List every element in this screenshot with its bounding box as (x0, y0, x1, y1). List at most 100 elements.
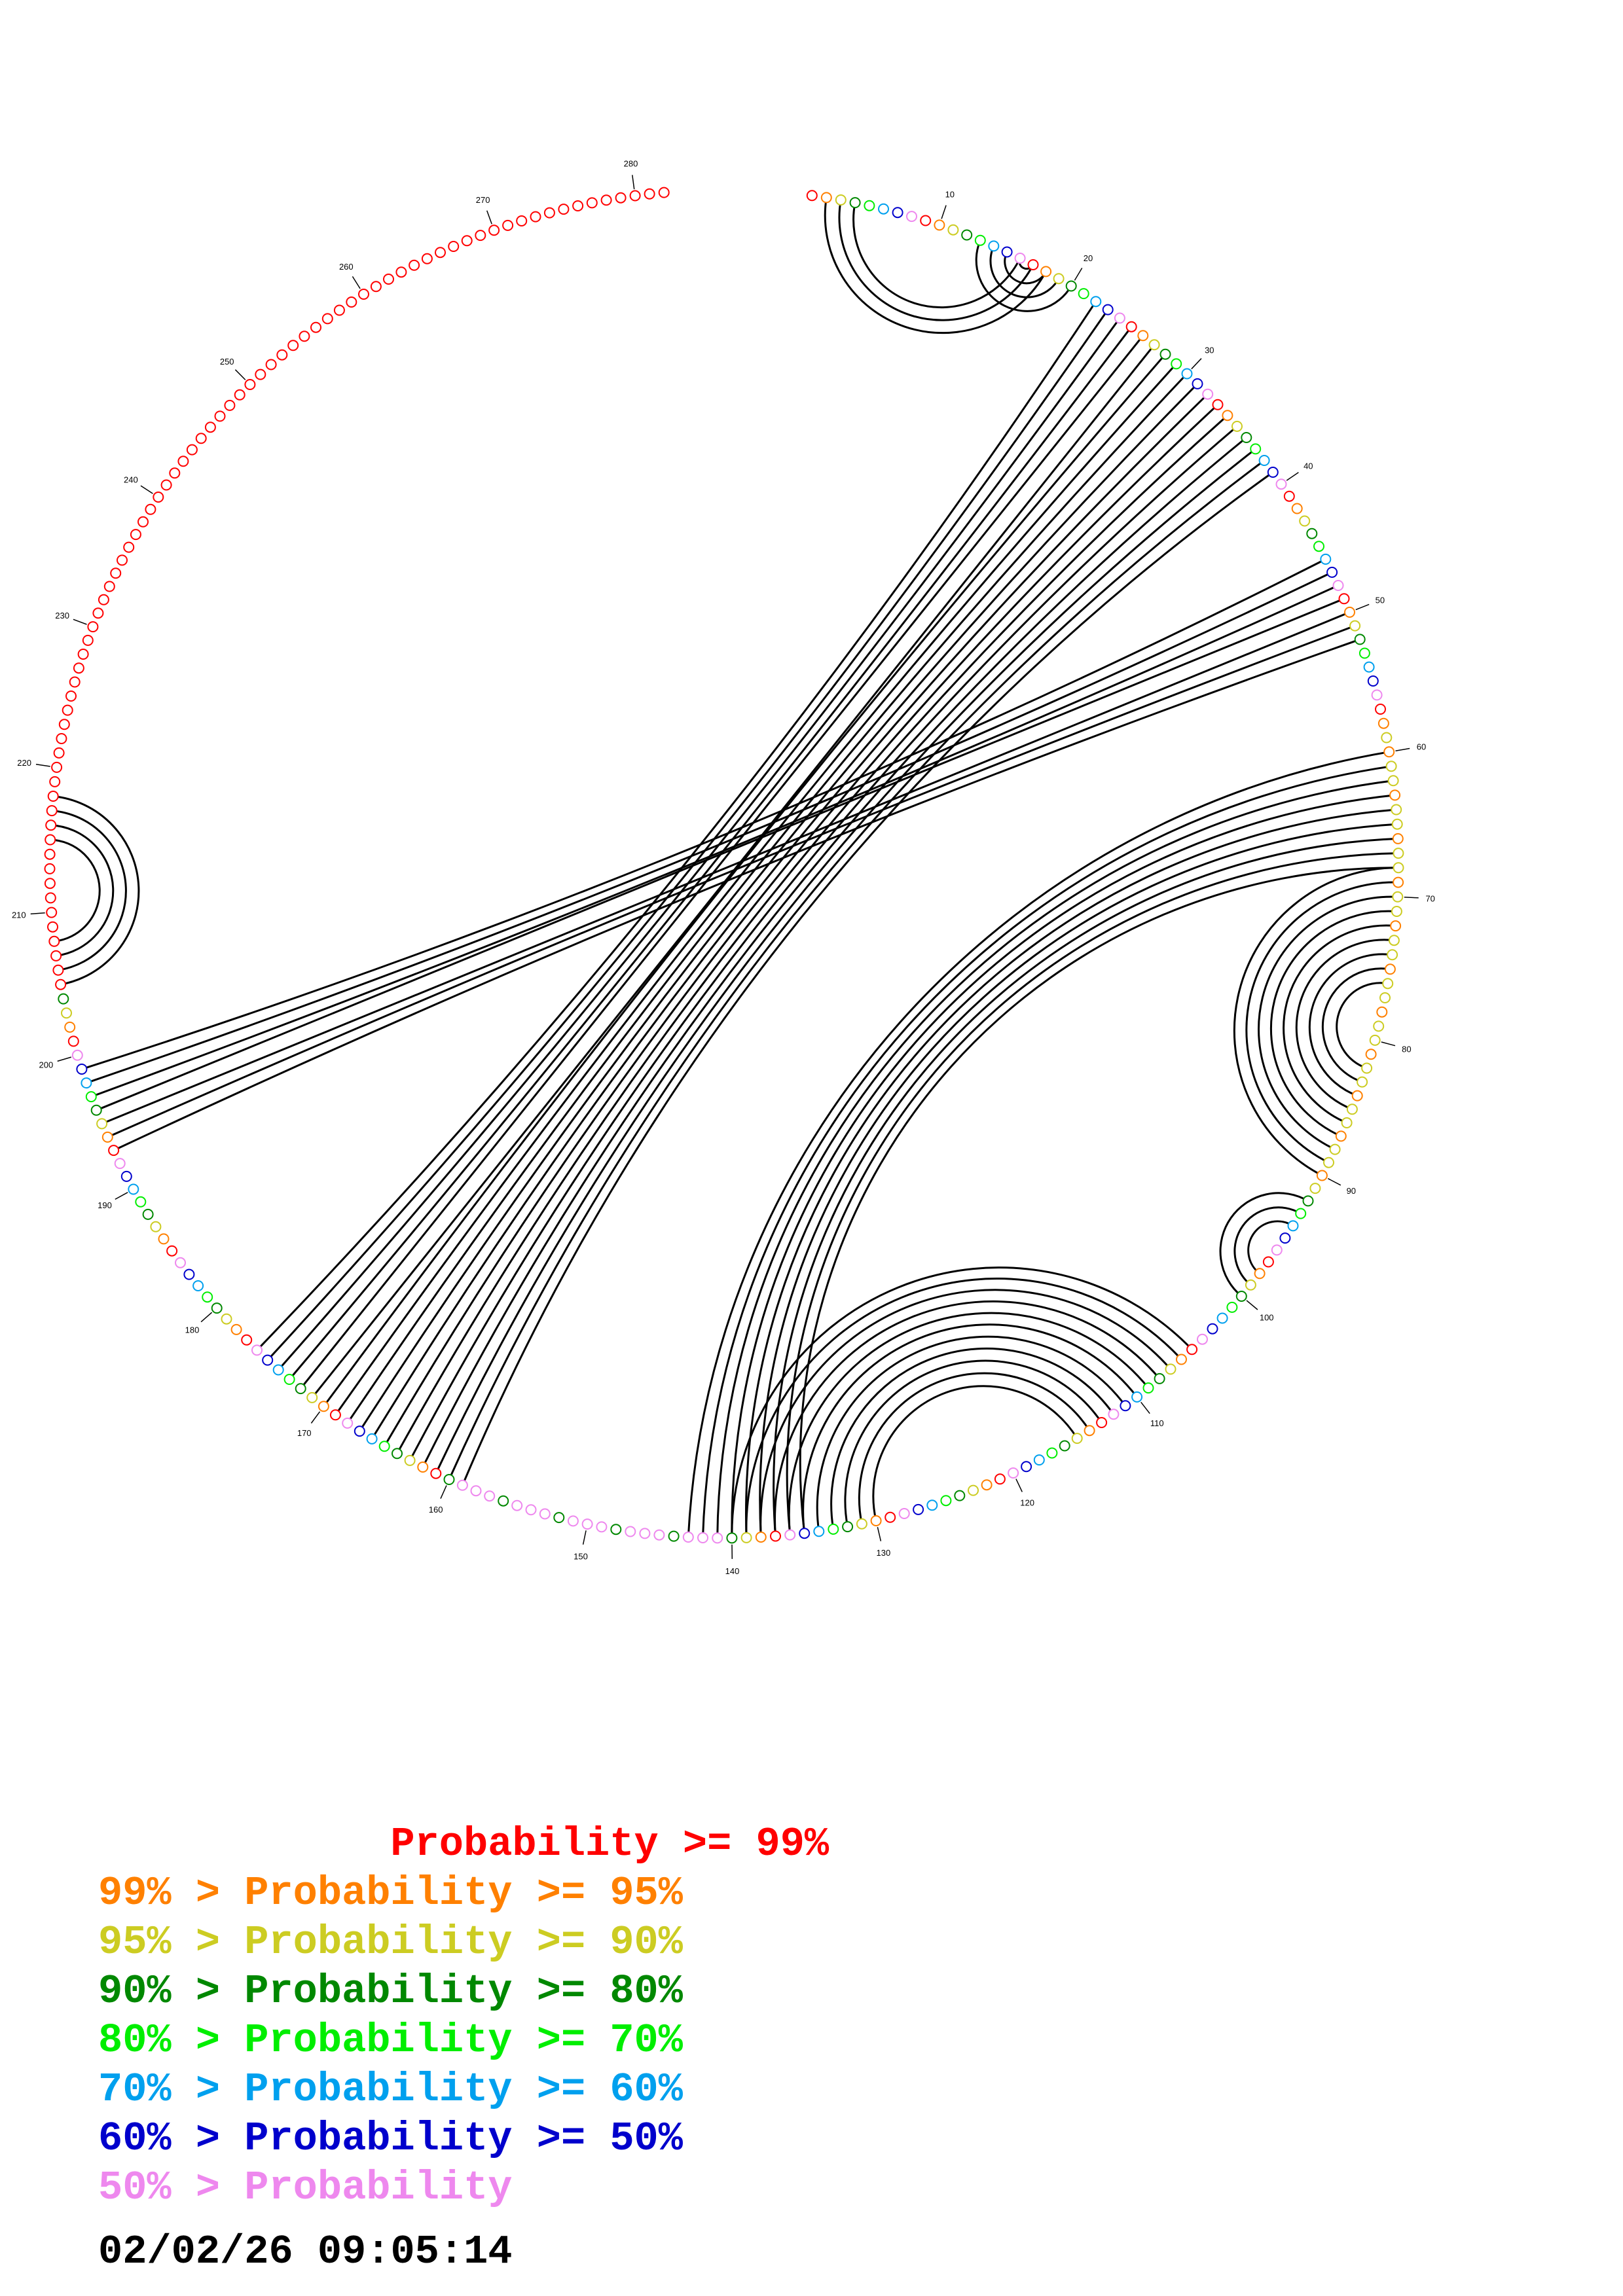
nucleotide-marker (1108, 1408, 1120, 1420)
nucleotide-marker (1387, 775, 1399, 787)
base-pair-arc (872, 1385, 1078, 1521)
base-pair-arc (323, 353, 1167, 1407)
nucleotide-marker (204, 422, 216, 433)
nucleotide-marker (241, 1334, 253, 1346)
nucleotide-marker (44, 878, 56, 889)
nucleotide-marker (543, 207, 555, 219)
base-pair-arc (81, 558, 1326, 1070)
nucleotide-marker (1384, 963, 1396, 975)
nucleotide-marker (158, 1233, 170, 1245)
position-tick (1191, 358, 1202, 370)
nucleotide-marker (272, 1364, 284, 1376)
base-pair-arc (1245, 881, 1398, 1164)
nucleotide-marker (994, 1473, 1006, 1485)
nucleotide-marker (1192, 378, 1203, 389)
base-pair-arc (50, 838, 101, 942)
nucleotide-marker (1137, 330, 1149, 342)
nucleotide-marker (265, 359, 277, 370)
position-label: 150 (574, 1552, 588, 1562)
nucleotide-marker (954, 1490, 966, 1501)
nucleotide-marker (1375, 704, 1386, 715)
position-ticks: 10 20 30 40 50 60 70 80 90 100 110 120 130 140 150 160 1… (12, 158, 1435, 1575)
nucleotide-marker (1090, 296, 1102, 308)
legend-prefix: 70% (98, 2066, 172, 2113)
base-pair-arc (1004, 251, 1047, 285)
nucleotide-marker (1309, 1183, 1321, 1194)
nucleotide-marker (530, 211, 541, 223)
base-pair-arc (824, 197, 1047, 334)
base-pair-arc (266, 309, 1109, 1361)
nucleotide-marker (1125, 321, 1137, 332)
base-pair-arc (731, 794, 1395, 1538)
nucleotide-marker (558, 204, 570, 215)
position-tick (941, 205, 947, 219)
nucleotide-marker (456, 1479, 468, 1491)
nucleotide-marker (947, 224, 959, 236)
legend-label: Probability (244, 1968, 513, 2015)
nucleotide-marker (47, 791, 59, 802)
nucleotide-marker (120, 1170, 132, 1182)
nucleotide-marker (1349, 620, 1361, 632)
nucleotide-marker (96, 1118, 108, 1130)
nucleotide-marker (835, 194, 847, 206)
base-pair-arc (113, 638, 1360, 1151)
base-pair-arc (830, 1347, 1115, 1530)
base-pair-arc (773, 837, 1398, 1537)
nucleotide-marker (1001, 246, 1013, 258)
nucleotide-marker (421, 253, 433, 264)
nucleotide-marker (195, 433, 207, 444)
base-pair-arc (759, 823, 1398, 1537)
nucleotide-marker (45, 892, 56, 904)
nucleotide-marker (234, 389, 246, 401)
position-tick (234, 369, 246, 380)
position-label: 230 (55, 611, 69, 620)
nucleotide-marker (1357, 1076, 1368, 1088)
position-tick (1015, 1479, 1023, 1492)
nucleotide-marker (740, 1532, 752, 1543)
nucleotide-marker (1165, 1363, 1176, 1375)
nucleotide-marker (73, 662, 84, 674)
nucleotide-marker (1212, 399, 1224, 410)
nucleotide-marker (1320, 553, 1332, 565)
position-label: 210 (12, 910, 26, 920)
nucleotide-marker (1379, 992, 1391, 1003)
nucleotide-marker (1283, 490, 1295, 502)
nucleotide-marker (76, 1064, 88, 1075)
nucleotide-marker (378, 1441, 390, 1452)
legend-suffix: >= 60% (512, 2066, 683, 2113)
nucleotide-marker (1235, 1291, 1247, 1302)
position-label: 20 (1084, 253, 1093, 263)
nucleotide-marker (183, 1268, 195, 1280)
nucleotide-marker (1329, 1143, 1341, 1155)
nucleotide-marker (1046, 1447, 1058, 1459)
nucleotide-marker (1078, 288, 1089, 300)
base-pair-arc (799, 867, 1399, 1534)
nucleotide-marker (884, 1511, 896, 1523)
nucleotide-marker (726, 1532, 738, 1544)
base-pair-arc (409, 425, 1238, 1462)
nucleotide-marker (553, 1512, 565, 1524)
rna-circle-plot: 10 20 30 40 50 60 70 80 90 100 110 120 130 140 150 160 1… (12, 158, 1435, 1575)
nucleotide-marker (1148, 339, 1160, 351)
nucleotide-marker (123, 541, 135, 553)
nucleotide-marker (1258, 455, 1270, 466)
legend-suffix: >= 90% (512, 1919, 683, 1965)
nucleotide-marker (1262, 1256, 1274, 1268)
position-label: 220 (17, 758, 31, 768)
nucleotide-marker (98, 594, 109, 605)
base-pair-arc (1258, 895, 1398, 1151)
nucleotide-marker (1159, 348, 1171, 360)
nucleotide-marker (1053, 273, 1065, 285)
legend-label: Probability (244, 1870, 513, 1916)
nucleotide-marker (1008, 1467, 1019, 1479)
legend-suffix: >= 80% (512, 1968, 683, 2015)
base-pair-arc (975, 240, 1072, 312)
nucleotide-marker (974, 234, 986, 246)
nucleotide-marker (430, 1467, 442, 1479)
nucleotide-marker (135, 1196, 147, 1208)
nucleotide-marker (1373, 1020, 1385, 1032)
legend-label: Probability (244, 2066, 513, 2113)
nucleotide-marker (567, 1515, 579, 1527)
position-label: 10 (945, 190, 955, 200)
legend-label: Probability (244, 2017, 513, 2064)
